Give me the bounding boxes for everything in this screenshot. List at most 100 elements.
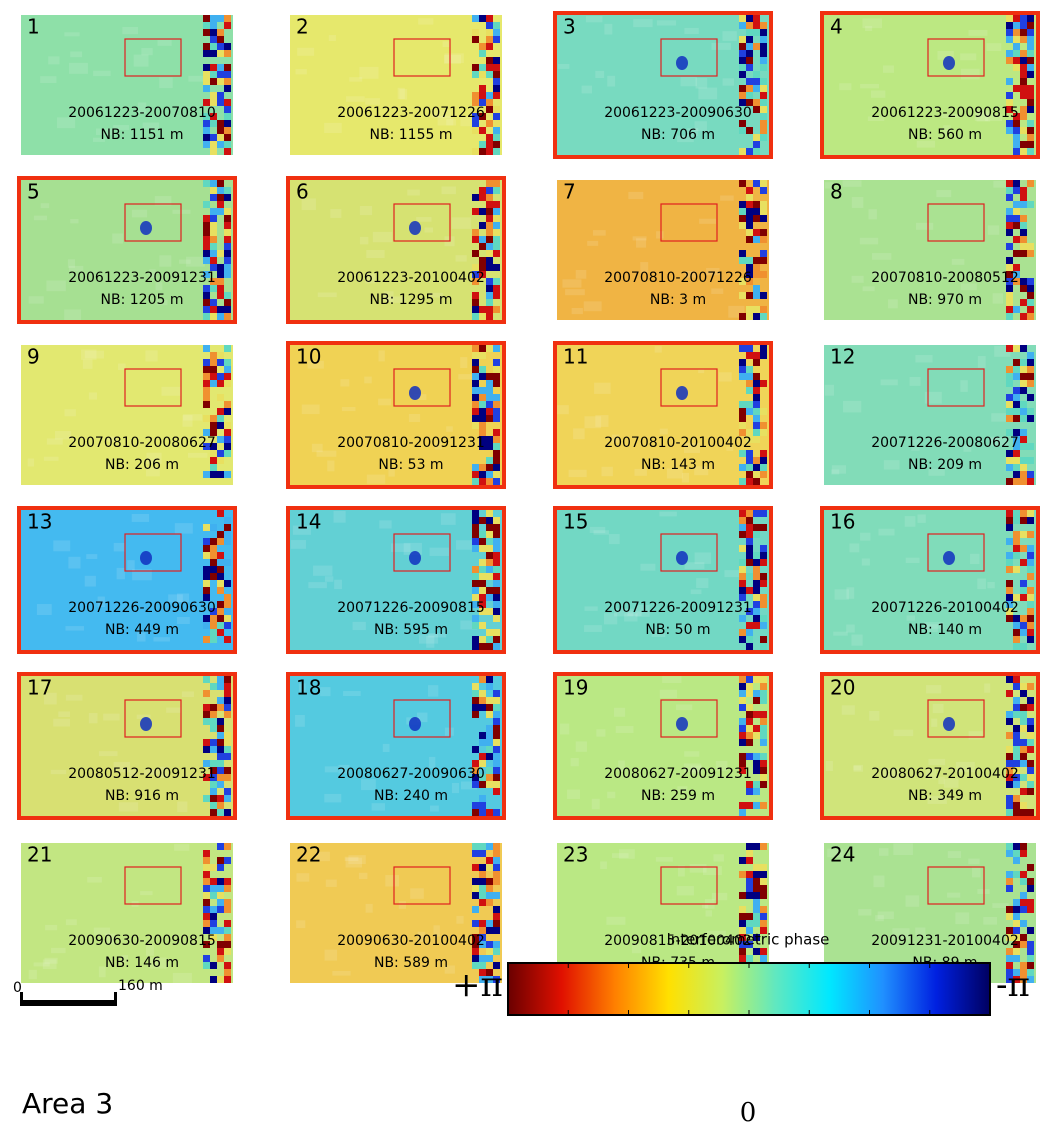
fringe: [746, 64, 753, 71]
fringe: [739, 478, 746, 485]
texture: [53, 719, 70, 727]
fringe: [739, 345, 746, 352]
panel-dates: 20071226-20080627: [871, 435, 1019, 451]
panel-dates: 20061223-20071226: [337, 105, 485, 121]
fringe: [1006, 809, 1013, 816]
fringe: [479, 704, 486, 711]
texture: [991, 413, 1008, 421]
fringe: [1027, 148, 1034, 155]
fringe: [486, 187, 493, 194]
fringe: [210, 64, 217, 71]
fringe: [1006, 450, 1013, 457]
fringe: [224, 429, 231, 436]
texture: [606, 917, 625, 925]
texture: [684, 28, 698, 34]
fringe: [1006, 257, 1013, 264]
fringe: [224, 690, 231, 697]
colorbar-left: +π: [452, 965, 503, 1005]
fringe: [746, 57, 753, 64]
texture: [34, 216, 47, 221]
fringe: [486, 864, 493, 871]
fringe: [1006, 871, 1013, 878]
fringe: [1020, 229, 1027, 236]
fringe: [224, 788, 231, 795]
fringe: [224, 345, 231, 352]
fringe: [760, 643, 767, 650]
fringe: [217, 774, 224, 781]
fringe: [746, 510, 753, 517]
fringe: [493, 436, 500, 443]
fringe: [760, 292, 767, 299]
figure: 120061223-20070810NB: 1151 m220061223-20…: [0, 0, 1044, 1137]
fringe: [1020, 236, 1027, 243]
fringe: [1027, 587, 1034, 594]
fringe: [1027, 36, 1034, 43]
fringe: [210, 222, 217, 229]
fringe: [746, 387, 753, 394]
texture: [926, 685, 941, 693]
fringe: [1013, 148, 1020, 155]
fringe: [217, 180, 224, 187]
fringe: [1013, 306, 1020, 313]
fringe: [1020, 380, 1027, 387]
fringe: [493, 187, 500, 194]
panel-number: 8: [830, 180, 843, 204]
fringe: [1027, 878, 1034, 885]
fringe: [217, 394, 224, 401]
fringe: [203, 134, 210, 141]
fringe: [753, 229, 760, 236]
texture: [64, 309, 81, 321]
fringe: [753, 615, 760, 622]
panel-number: 11: [563, 345, 588, 369]
texture: [441, 513, 456, 525]
texture: [636, 238, 646, 247]
fringe: [1027, 64, 1034, 71]
fringe: [739, 524, 746, 531]
fringe: [224, 436, 231, 443]
fringe: [472, 352, 479, 359]
fringe: [760, 955, 767, 962]
fringe: [493, 843, 500, 850]
fringe: [493, 394, 500, 401]
fringe: [1006, 753, 1013, 760]
fringe: [224, 767, 231, 774]
texture: [340, 379, 349, 386]
panel-nb: NB: 1205 m: [101, 292, 184, 308]
fringe: [1027, 99, 1034, 106]
fringe: [1027, 29, 1034, 36]
fringe: [217, 601, 224, 608]
fringe: [486, 373, 493, 380]
fringe: [224, 127, 231, 134]
fringe: [224, 795, 231, 802]
fringe: [493, 215, 500, 222]
fringe: [203, 201, 210, 208]
fringe: [1013, 732, 1020, 739]
fringe: [746, 676, 753, 683]
texture: [628, 192, 643, 199]
texture: [122, 27, 138, 34]
fringe: [753, 676, 760, 683]
fringe: [1027, 278, 1034, 285]
panel-dates: 20071226-20090815: [337, 600, 485, 616]
fringe: [1006, 524, 1013, 531]
fringe: [1013, 643, 1020, 650]
texture: [722, 31, 736, 41]
fringe: [760, 601, 767, 608]
fringe: [203, 43, 210, 50]
fringe: [203, 711, 210, 718]
fringe: [493, 920, 500, 927]
texture: [145, 350, 157, 361]
fringe: [1020, 809, 1027, 816]
fringe: [486, 587, 493, 594]
fringe: [1006, 120, 1013, 127]
fringe: [1020, 892, 1027, 899]
fringe: [746, 843, 753, 850]
fringe: [472, 573, 479, 580]
fringe: [493, 774, 500, 781]
fringe: [479, 802, 486, 809]
fringe: [486, 629, 493, 636]
texture: [881, 379, 898, 385]
texture: [853, 766, 861, 771]
panel-number: 23: [563, 843, 588, 867]
fringe: [210, 236, 217, 243]
